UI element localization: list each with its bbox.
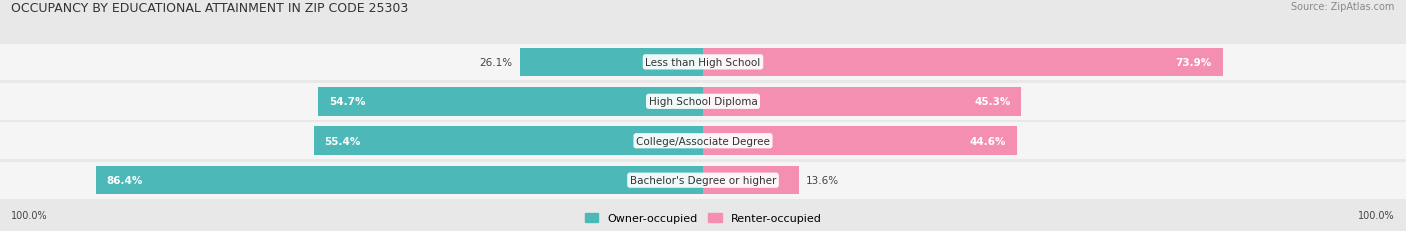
Text: 55.4%: 55.4% [323,136,360,146]
Text: Source: ZipAtlas.com: Source: ZipAtlas.com [1291,2,1395,12]
Text: Less than High School: Less than High School [645,58,761,68]
Bar [96,166,703,195]
Text: 73.9%: 73.9% [1175,58,1212,68]
Text: 44.6%: 44.6% [970,136,1007,146]
Bar [703,127,1017,155]
Text: 13.6%: 13.6% [806,175,839,185]
Bar [318,88,703,116]
Bar [520,48,703,77]
Text: 54.7%: 54.7% [329,97,366,107]
Bar [703,88,1021,116]
Text: 26.1%: 26.1% [479,58,512,68]
Text: Bachelor's Degree or higher: Bachelor's Degree or higher [630,175,776,185]
Text: College/Associate Degree: College/Associate Degree [636,136,770,146]
Bar [703,166,799,195]
Text: OCCUPANCY BY EDUCATIONAL ATTAINMENT IN ZIP CODE 25303: OCCUPANCY BY EDUCATIONAL ATTAINMENT IN Z… [11,2,409,15]
Bar [703,48,1223,77]
Text: 45.3%: 45.3% [974,97,1011,107]
Text: 100.0%: 100.0% [1358,210,1395,220]
Text: 86.4%: 86.4% [105,175,142,185]
Bar [314,127,703,155]
Legend: Owner-occupied, Renter-occupied: Owner-occupied, Renter-occupied [582,211,824,225]
Text: High School Diploma: High School Diploma [648,97,758,107]
Text: 100.0%: 100.0% [11,210,48,220]
